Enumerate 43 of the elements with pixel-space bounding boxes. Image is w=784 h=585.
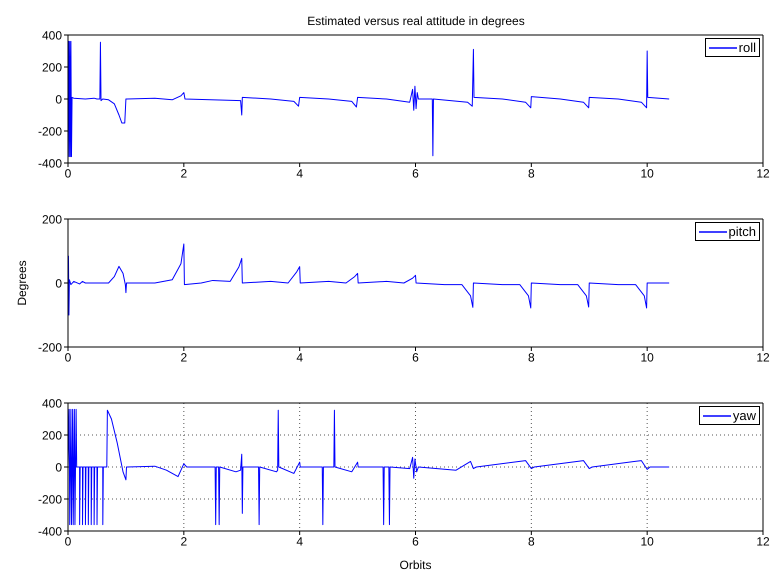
x-tick-label: 4 [296, 350, 304, 365]
x-tick-label: 12 [756, 534, 770, 549]
x-tick-label: 10 [640, 166, 654, 181]
y-tick-label: -200 [38, 340, 62, 354]
x-tick-label: 4 [296, 166, 304, 181]
x-axis-title: Orbits [399, 558, 432, 572]
x-tick-label: 12 [756, 166, 770, 181]
line-series [68, 243, 670, 316]
y-axis-title: Degrees [15, 260, 29, 306]
x-tick-label: 10 [640, 350, 654, 365]
x-tick-label: 0 [64, 166, 72, 181]
x-tick-label: 2 [180, 166, 188, 181]
y-tick-label: 0 [55, 92, 62, 106]
y-tick-label: 200 [42, 60, 62, 74]
x-tick-label: 6 [412, 166, 420, 181]
y-tick-label: -200 [38, 124, 62, 138]
x-tick-label: 0 [64, 350, 72, 365]
x-tick-label: 0 [64, 534, 72, 549]
x-tick-label: 8 [528, 350, 535, 365]
y-tick-label: 0 [55, 460, 62, 474]
x-tick-label: 2 [180, 534, 188, 549]
line-series [68, 408, 670, 526]
x-tick-label: 8 [528, 166, 535, 181]
y-tick-label: 0 [55, 276, 62, 290]
y-tick-label: 400 [42, 396, 62, 410]
x-tick-label: 10 [640, 534, 654, 549]
legend-label: yaw [732, 408, 756, 423]
x-tick-label: 8 [528, 534, 535, 549]
legend-label: roll [738, 40, 756, 55]
y-tick-label: 200 [42, 428, 62, 442]
y-tick-label: -400 [38, 156, 62, 170]
chart-title: Estimated versus real attitude in degrees [306, 14, 526, 28]
y-tick-label: -200 [38, 492, 62, 506]
x-tick-label: 4 [296, 534, 304, 549]
x-tick-label: 6 [412, 534, 420, 549]
x-tick-label: 6 [412, 350, 420, 365]
y-tick-label: -400 [38, 524, 62, 538]
legend-label: pitch [728, 224, 756, 239]
x-tick-label: 2 [180, 350, 188, 365]
y-tick-label: 200 [42, 212, 62, 226]
x-tick-label: 12 [756, 350, 770, 365]
y-tick-label: 400 [42, 28, 62, 42]
line-series [68, 40, 670, 158]
